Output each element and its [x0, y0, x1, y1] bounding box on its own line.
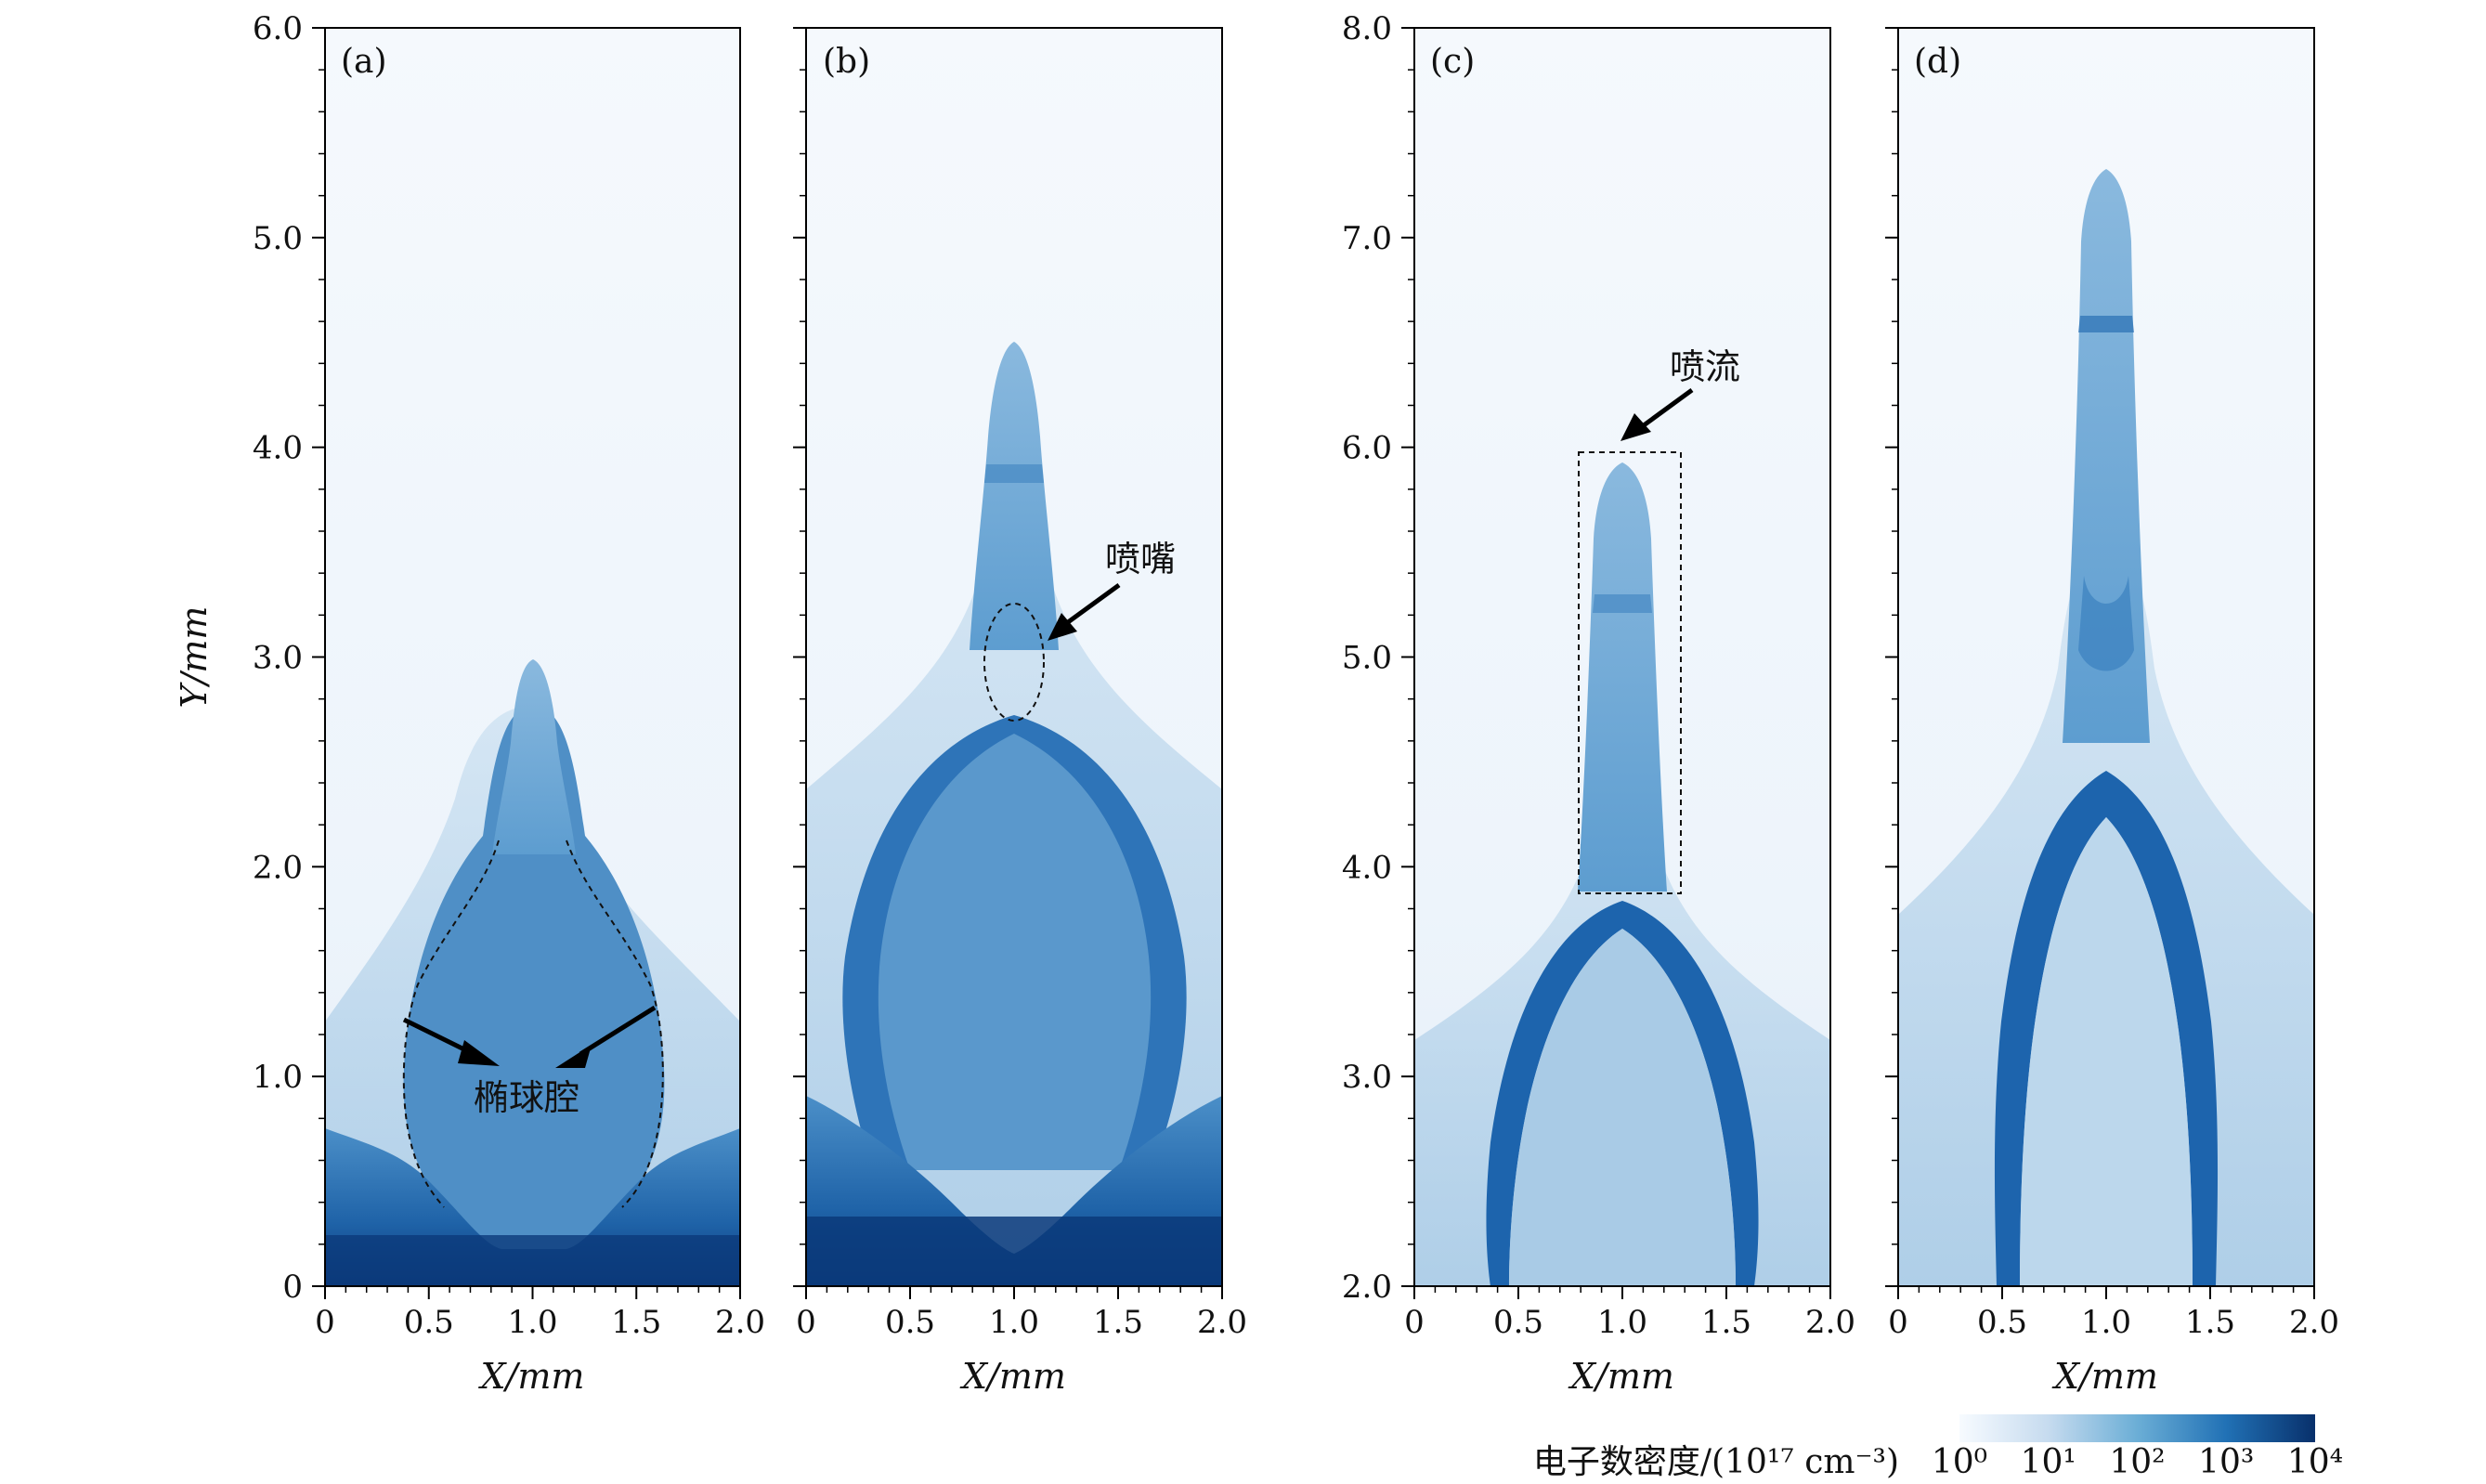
panel-c-ytick-label: 6.0	[1342, 430, 1392, 467]
colorbar-tick-label: 10³	[2198, 1443, 2254, 1481]
colorbar-tick-label: 10¹	[2021, 1443, 2076, 1481]
panel-a-ytick-label: 3.0	[253, 640, 303, 677]
panel-a-jet	[492, 659, 576, 854]
panel-a-arrow-right	[579, 1005, 657, 1057]
colorbar-label: 电子数密度/(10¹⁷ cm⁻³)	[1533, 1443, 1899, 1481]
panel-d-shock	[1994, 771, 2219, 1286]
panel-b-annotation: 喷嘴	[1105, 539, 1176, 579]
panel-a-ytick-label: 6.0	[253, 10, 303, 47]
panel-c-ytick-label: 3.0	[1342, 1059, 1392, 1096]
panel-b-xlabel: X/mm	[959, 1356, 1066, 1397]
panel-a-xtick-label: 0.5	[404, 1304, 454, 1341]
panel-b-xtick-label: 0.5	[885, 1304, 935, 1341]
colorbar-gradient	[1959, 1414, 2315, 1442]
panel-c-xlabel: X/mm	[1568, 1356, 1674, 1397]
panel-b-xtick-label: 1.0	[989, 1304, 1039, 1341]
panel-c-jet-box	[1578, 451, 1682, 894]
panel-c-shock	[1486, 901, 1759, 1286]
panel-d-xtick-label: 0	[1888, 1304, 1908, 1341]
panel-a-ylabel: Y/mm	[174, 606, 215, 709]
panel-a-xlabel: X/mm	[478, 1356, 585, 1397]
colorbar: 电子数密度/(10¹⁷ cm⁻³) 10⁰ 10¹ 10² 10³ 10⁴	[1533, 1414, 2343, 1481]
panel-d-label: (d)	[1914, 43, 1961, 81]
panel-d-xtick-label: 0.5	[1977, 1304, 2027, 1341]
panel-b-xtick-label: 0	[796, 1304, 816, 1341]
panel-b-cavity	[878, 734, 1152, 1170]
panel-a-cavity	[403, 706, 665, 1272]
panel-d-xtick-label: 1.0	[2081, 1304, 2131, 1341]
panel-d: (d)	[1897, 27, 2315, 1287]
panel-a-ytick-label: 0	[282, 1269, 303, 1306]
colorbar-tick-label: 10⁰	[1932, 1443, 1987, 1481]
panel-c: 喷流 (c)	[1413, 27, 1831, 1287]
panel-a-xtick-label: 1.5	[611, 1304, 661, 1341]
panel-c-jet	[1578, 462, 1667, 892]
panel-a-xtick-label: 2.0	[715, 1304, 765, 1341]
panel-c-ytick-label: 7.0	[1342, 220, 1392, 257]
panel-a-ytick-label: 1.0	[253, 1059, 303, 1096]
panel-b-label: (b)	[823, 43, 870, 81]
panel-a-xtick-label: 1.0	[507, 1304, 557, 1341]
colorbar-ticks: 10⁰ 10¹ 10² 10³ 10⁴	[1932, 1443, 2343, 1481]
panel-d-xlabel: X/mm	[2051, 1356, 2158, 1397]
panel-c-ytick-label: 4.0	[1342, 849, 1392, 886]
panel-b-xtick-label: 1.5	[1093, 1304, 1143, 1341]
axes-layer: 0 0.5 1.0 1.5 2.0 X/mm 0 1.0 2.0 3.0 4.0 5.0 6.0 Y/mm…	[174, 10, 2339, 1397]
colorbar-tick-label: 10⁴	[2287, 1443, 2343, 1481]
panel-a-annotation: 椭球腔	[474, 1077, 579, 1118]
panel-c-label: (c)	[1430, 43, 1475, 81]
panel-c-cavity	[1509, 929, 1736, 1286]
panel-d-xtick-label: 1.5	[2185, 1304, 2235, 1341]
panel-c-ytick-label: 8.0	[1342, 10, 1392, 47]
panel-c-arrow	[1642, 387, 1694, 428]
colorbar-tick-label: 10²	[2109, 1443, 2165, 1481]
panel-c-xtick-label: 0.5	[1493, 1304, 1543, 1341]
panel-d-xtick-label: 2.0	[2289, 1304, 2339, 1341]
panel-c-annotation: 喷流	[1670, 346, 1740, 387]
panel-b: 喷嘴 (b)	[805, 27, 1223, 1287]
panel-a-ytick-label: 4.0	[253, 430, 303, 467]
panel-b-arrow	[1066, 582, 1121, 625]
panel-a-cavity-outline	[402, 840, 664, 1208]
panel-b-jet	[970, 342, 1059, 650]
panel-c-xtick-label: 1.5	[1701, 1304, 1751, 1341]
panel-a: 椭球腔 (a)	[324, 27, 741, 1287]
panel-a-ytick-label: 5.0	[253, 220, 303, 257]
panel-c-xtick-label: 1.0	[1597, 1304, 1647, 1341]
panel-a-label: (a)	[341, 43, 387, 81]
panel-a-ytick-label: 2.0	[253, 849, 303, 886]
panel-c-xtick-label: 0	[1404, 1304, 1425, 1341]
panel-c-ytick-label: 2.0	[1342, 1269, 1392, 1306]
panel-a-xtick-label: 0	[315, 1304, 335, 1341]
panel-d-cavity	[2020, 817, 2193, 1286]
panel-b-xtick-label: 2.0	[1197, 1304, 1247, 1341]
panel-b-nozzle-outline	[983, 603, 1045, 722]
panel-c-xtick-label: 2.0	[1805, 1304, 1855, 1341]
panel-a-arrow-left	[402, 1017, 475, 1057]
panel-c-ytick-label: 5.0	[1342, 640, 1392, 677]
